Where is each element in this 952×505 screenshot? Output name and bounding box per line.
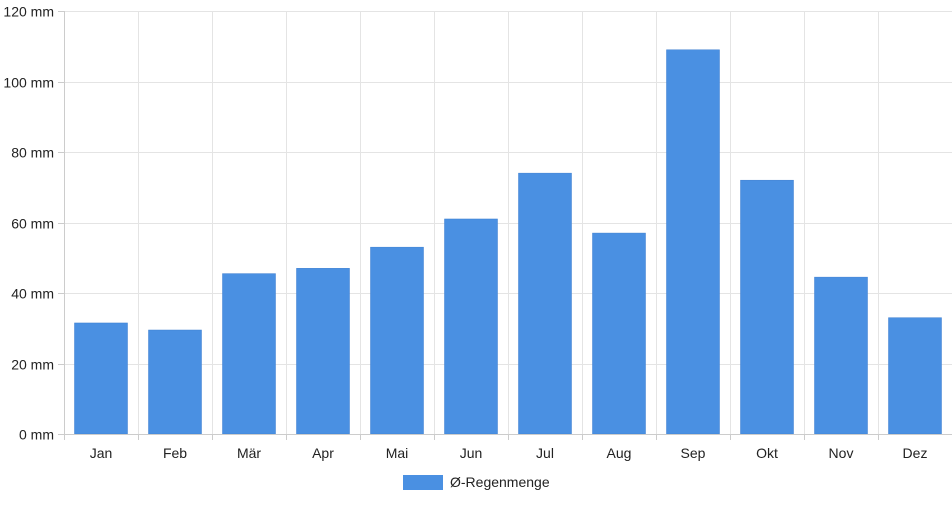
y-tick-label: 60 mm: [11, 216, 54, 232]
legend-label[interactable]: Ø-Regenmenge: [450, 474, 550, 490]
y-tick-label: 120 mm: [3, 4, 54, 20]
bar-Mai[interactable]: [370, 246, 424, 435]
axes: [58, 11, 952, 440]
x-tick-label: Jul: [536, 445, 554, 461]
x-tick-label: Jan: [90, 445, 113, 461]
legend-swatch[interactable]: [403, 475, 443, 490]
x-tick-label: Apr: [312, 445, 334, 461]
x-tick-label: Mär: [237, 445, 261, 461]
x-tick-label: Nov: [829, 445, 854, 461]
bar-Nov[interactable]: [814, 276, 868, 435]
bar-Sep[interactable]: [666, 49, 720, 435]
bar-Apr[interactable]: [296, 268, 350, 435]
bar-Aug[interactable]: [592, 232, 646, 435]
y-tick-label: 100 mm: [3, 75, 54, 91]
bar-Okt[interactable]: [740, 179, 794, 435]
x-tick-label: Jun: [460, 445, 483, 461]
y-tick-label: 20 mm: [11, 357, 54, 373]
bars: [74, 49, 942, 435]
bar-Jan[interactable]: [74, 322, 128, 435]
y-tick-label: 80 mm: [11, 145, 54, 161]
bar-Mär[interactable]: [222, 273, 276, 435]
x-tick-label: Okt: [756, 445, 778, 461]
y-axis-tick-labels: 0 mm 20 mm 40 mm 60 mm 80 mm 100 mm 120 mm: [3, 4, 54, 443]
x-tick-label: Dez: [903, 445, 928, 461]
x-tick-label: Mai: [386, 445, 409, 461]
x-axis-tick-labels: Jan Feb Mär Apr Mai Jun Jul Aug Sep Okt Nov Dez: [90, 445, 928, 461]
legend[interactable]: Ø-Regenmenge: [403, 474, 550, 490]
grid-lines: [64, 11, 952, 434]
x-tick-label: Aug: [607, 445, 632, 461]
bar-Jun[interactable]: [444, 218, 498, 435]
x-tick-label: Sep: [681, 445, 706, 461]
y-tick-label: 0 mm: [19, 427, 54, 443]
bar-Jul[interactable]: [518, 172, 572, 435]
y-tick-label: 40 mm: [11, 286, 54, 302]
x-tick-label: Feb: [163, 445, 187, 461]
bar-Feb[interactable]: [148, 329, 202, 435]
bar-Dez[interactable]: [888, 317, 942, 435]
